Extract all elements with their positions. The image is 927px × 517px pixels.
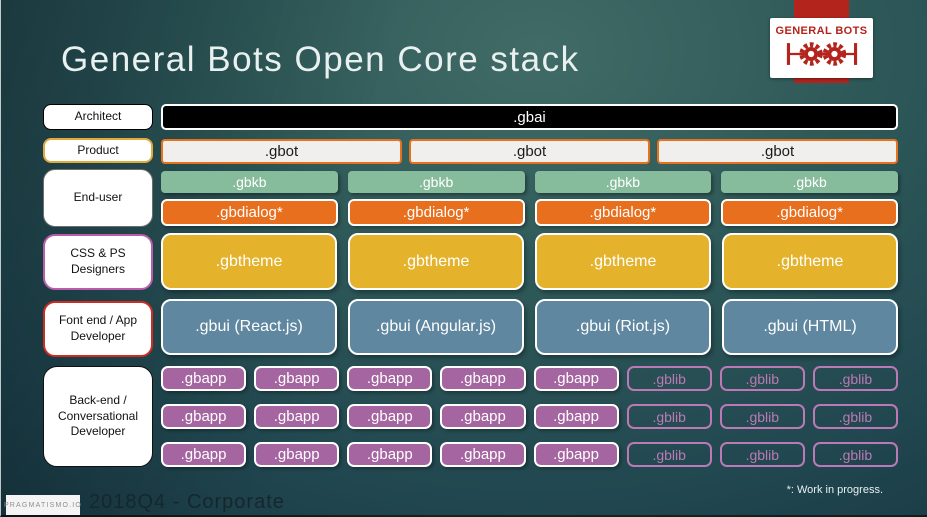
gbapp-box: .gbapp [161,366,247,391]
gbot-box: .gbot [409,139,650,164]
gbapp-box: .gbapp [440,442,526,467]
gbtheme-box: .gbtheme [348,233,524,290]
work-in-progress-note: *: Work in progress. [786,484,883,496]
gbkb-box: .gbkb [347,171,525,193]
gbdialog-row: .gbdialog* .gbdialog* .gbdialog* .gbdial… [161,199,898,226]
gbot-row: .gbot .gbot .gbot [161,139,898,164]
gbot-box: .gbot [161,139,402,164]
gblib-box: .gblib [626,442,712,467]
brand-badge-label: PRAGMATISMO.IO [3,501,83,509]
gbapp-box: .gbapp [254,366,340,391]
brand-badge: PRAGMATISMO.IO [3,495,83,515]
gblib-box: .gblib [812,404,898,429]
gblib-box: .gblib [626,366,712,391]
gbkb-box: .gbkb [161,171,338,193]
gbdialog-box: .gbdialog* [161,199,338,226]
gears-icon [786,42,857,66]
gbapp-box: .gbapp [533,366,619,391]
slide-caption: 2018Q4 - Corporate [89,491,285,513]
gbot-box: .gbot [657,139,898,164]
gbui-row: .gbui (React.js) .gbui (Angular.js) .gbu… [161,299,898,355]
gbtheme-box: .gbtheme [722,233,898,290]
gbapp-box: .gbapp [440,366,526,391]
gbapp-box: .gbapp [347,442,433,467]
gblib-box: .gblib [719,366,805,391]
gbapp-box: .gbapp [347,404,433,429]
gbtheme-box: .gbtheme [535,233,711,290]
gbui-angular-box: .gbui (Angular.js) [348,299,524,355]
role-label-backend-conversational-developer: Back-end / Conversational Developer [43,366,153,467]
logo-card: GENERAL BOTS [770,18,873,78]
gbui-react-box: .gbui (React.js) [161,299,337,355]
gbai-box: .gbai [161,104,898,130]
gblib-box: .gblib [719,442,805,467]
gbapp-box: .gbapp [347,366,433,391]
gbapp-box: .gbapp [254,442,340,467]
gbapp-box: .gbapp [161,442,247,467]
gbdialog-box: .gbdialog* [347,199,525,226]
gbapp-box: .gbapp [440,404,526,429]
gbtheme-row: .gbtheme .gbtheme .gbtheme .gbtheme [161,233,898,290]
gblib-box: .gblib [719,404,805,429]
gbapp-box: .gbapp [161,404,247,429]
gbtheme-box: .gbtheme [161,233,337,290]
role-label-end-user: End-user [43,169,153,227]
gbkb-row: .gbkb .gbkb .gbkb .gbkb [161,171,898,193]
gbdialog-box: .gbdialog* [721,199,898,226]
backend-row: .gbapp .gbapp .gbapp .gbapp .gbapp .gbli… [161,442,898,467]
role-label-css-ps-designers: CSS & PS Designers [43,234,153,290]
gblib-box: .gblib [626,404,712,429]
gbkb-box: .gbkb [534,171,712,193]
backend-row: .gbapp .gbapp .gbapp .gbapp .gbapp .gbli… [161,366,898,391]
backend-row: .gbapp .gbapp .gbapp .gbapp .gbapp .gbli… [161,404,898,429]
gbai-row: .gbai [161,104,898,130]
role-label-frontend-app-developer: Font end / App Developer [43,301,153,357]
page-title: General Bots Open Core stack [61,40,580,79]
gbui-riot-box: .gbui (Riot.js) [535,299,711,355]
role-label-product: Product [43,138,153,163]
logo-wordmark: GENERAL BOTS [775,25,868,37]
gbapp-box: .gbapp [533,442,619,467]
gbkb-box: .gbkb [721,171,898,193]
gblib-box: .gblib [812,442,898,467]
gbapp-box: .gbapp [533,404,619,429]
gbdialog-box: .gbdialog* [534,199,712,226]
gbui-html-box: .gbui (HTML) [722,299,898,355]
gblib-box: .gblib [812,366,898,391]
gbapp-box: .gbapp [254,404,340,429]
role-label-architect: Architect [43,104,153,130]
